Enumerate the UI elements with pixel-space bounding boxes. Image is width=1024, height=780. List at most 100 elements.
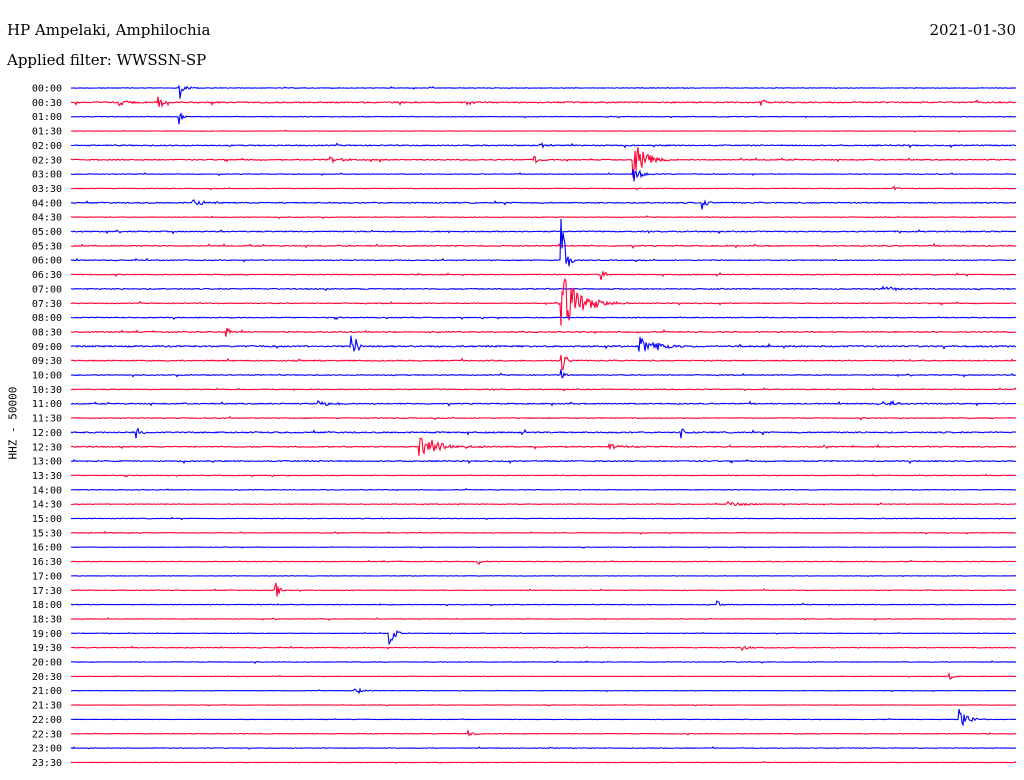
trace-2000 xyxy=(70,660,1017,664)
trace-0900 xyxy=(70,335,1017,353)
time-label-1900: 19:00 xyxy=(32,629,62,640)
time-label-0930: 09:30 xyxy=(32,356,62,367)
time-label-1230: 12:30 xyxy=(32,442,62,453)
time-label-1530: 15:30 xyxy=(32,528,62,539)
trace-0830 xyxy=(70,327,1017,337)
trace-0400 xyxy=(70,199,1017,210)
trace-1530 xyxy=(70,530,1017,535)
time-label-0030: 00:30 xyxy=(32,98,62,109)
time-label-2230: 22:30 xyxy=(32,729,62,740)
time-label-0300: 03:00 xyxy=(32,170,62,181)
time-label-1300: 13:00 xyxy=(32,457,62,468)
time-label-0430: 04:30 xyxy=(32,213,62,224)
trace-2330 xyxy=(70,761,1017,764)
time-label-1000: 10:00 xyxy=(32,371,62,382)
time-label-0600: 06:00 xyxy=(32,256,62,267)
time-label-1600: 16:00 xyxy=(32,543,62,554)
trace-0700 xyxy=(70,285,1017,292)
time-label-0530: 05:30 xyxy=(32,241,62,252)
time-label-0330: 03:30 xyxy=(32,184,62,195)
time-label-1830: 18:30 xyxy=(32,614,62,625)
time-label-0130: 01:30 xyxy=(32,127,62,138)
trace-0200 xyxy=(70,142,1017,149)
time-label-1330: 13:30 xyxy=(32,471,62,482)
time-label-2030: 20:30 xyxy=(32,672,62,683)
time-label-1500: 15:00 xyxy=(32,514,62,525)
time-label-1130: 11:30 xyxy=(32,414,62,425)
trace-0500 xyxy=(70,229,1017,235)
time-label-0400: 04:00 xyxy=(32,198,62,209)
time-label-1700: 17:00 xyxy=(32,571,62,582)
trace-1100 xyxy=(70,399,1017,407)
trace-2100 xyxy=(70,687,1017,695)
trace-1830 xyxy=(70,617,1017,621)
date-label: 2021-01-30 xyxy=(929,21,1016,39)
trace-1300 xyxy=(70,458,1017,465)
trace-1030 xyxy=(70,387,1017,392)
traces xyxy=(70,85,1017,764)
trace-0030 xyxy=(70,96,1017,109)
time-labels: 00:00 00:30 01:00 01:30 02:00 02:30 03:00 03:30… xyxy=(32,84,62,769)
time-label-1630: 16:30 xyxy=(32,557,62,568)
time-label-1730: 17:30 xyxy=(32,586,62,597)
trace-0730 xyxy=(70,277,1017,326)
trace-0100 xyxy=(70,112,1017,125)
trace-2030 xyxy=(70,671,1017,680)
trace-0130 xyxy=(70,129,1017,133)
trace-0330 xyxy=(70,185,1017,191)
time-label-0700: 07:00 xyxy=(32,284,62,295)
filter-label: Applied filter: WWSSN-SP xyxy=(7,51,207,69)
time-label-0830: 08:30 xyxy=(32,327,62,338)
trace-1730 xyxy=(70,582,1017,597)
time-label-2000: 20:00 xyxy=(32,658,62,669)
trace-1800 xyxy=(70,599,1017,607)
time-label-2130: 21:30 xyxy=(32,701,62,712)
time-label-1930: 19:30 xyxy=(32,643,62,654)
trace-0930 xyxy=(70,354,1017,371)
trace-1130 xyxy=(70,415,1017,421)
trace-2130 xyxy=(70,703,1017,707)
time-label-0000: 00:00 xyxy=(32,84,62,95)
time-label-0100: 01:00 xyxy=(32,112,62,123)
trace-1000 xyxy=(70,369,1017,379)
trace-1330 xyxy=(70,473,1017,478)
time-label-0800: 08:00 xyxy=(32,313,62,324)
trace-1400 xyxy=(70,487,1017,492)
time-label-2200: 22:00 xyxy=(32,715,62,726)
time-label-0500: 05:00 xyxy=(32,227,62,238)
trace-1930 xyxy=(70,645,1017,652)
trace-2230 xyxy=(70,728,1017,737)
trace-0600 xyxy=(70,218,1017,267)
trace-1600 xyxy=(70,546,1017,549)
time-label-0730: 07:30 xyxy=(32,299,62,310)
trace-1500 xyxy=(70,516,1017,521)
time-label-1400: 14:00 xyxy=(32,485,62,496)
trace-1900 xyxy=(70,629,1017,646)
time-label-1100: 11:00 xyxy=(32,399,62,410)
time-label-1800: 18:00 xyxy=(32,600,62,611)
trace-0800 xyxy=(70,316,1017,321)
time-label-0230: 02:30 xyxy=(32,155,62,166)
trace-0430 xyxy=(70,215,1017,220)
time-label-1430: 14:30 xyxy=(32,500,62,511)
trace-1630 xyxy=(70,559,1017,566)
trace-0000 xyxy=(70,85,1017,99)
trace-1230 xyxy=(70,437,1017,456)
time-label-0900: 09:00 xyxy=(32,342,62,353)
time-label-1200: 12:00 xyxy=(32,428,62,439)
trace-0300 xyxy=(70,169,1017,182)
trace-0630 xyxy=(70,270,1017,281)
time-label-1030: 10:30 xyxy=(32,385,62,396)
trace-2300 xyxy=(70,746,1017,750)
time-label-2330: 23:30 xyxy=(32,758,62,769)
trace-1200 xyxy=(70,427,1017,439)
time-label-0200: 02:00 xyxy=(32,141,62,152)
trace-1700 xyxy=(70,575,1017,578)
time-label-2300: 23:00 xyxy=(32,744,62,755)
trace-0230 xyxy=(70,146,1017,178)
time-label-2100: 21:00 xyxy=(32,686,62,697)
station-title: HP Ampelaki, Amphilochia xyxy=(7,21,211,39)
trace-0530 xyxy=(70,242,1017,249)
trace-1430 xyxy=(70,500,1017,507)
